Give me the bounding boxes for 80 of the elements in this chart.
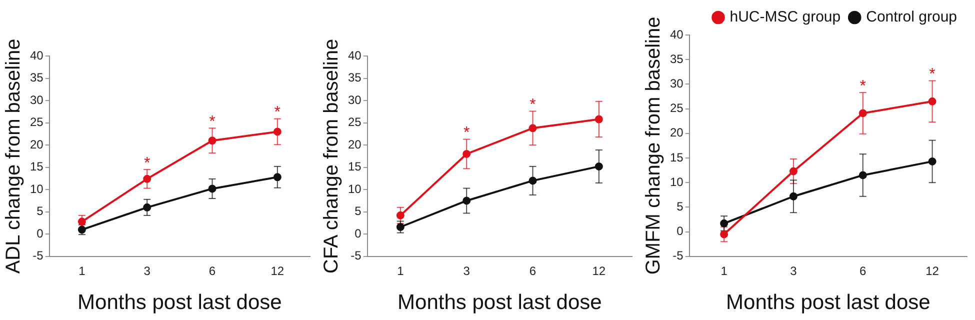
point	[594, 162, 603, 170]
y-tick-label: -5	[672, 248, 684, 263]
annotation: *	[860, 78, 866, 95]
annotation: *	[463, 124, 470, 142]
y-tick-label: 0	[676, 224, 684, 238]
point	[789, 167, 798, 176]
x-axis-title: Months post last dose	[78, 291, 282, 314]
x-tick-label: 6	[529, 264, 536, 278]
x-axis-title: Months post last dose	[398, 291, 602, 314]
point	[462, 196, 471, 205]
point	[528, 176, 537, 185]
y-tick-label: 35	[348, 70, 362, 85]
y-tick-label: 40	[670, 27, 684, 42]
x-tick-label: 6	[208, 264, 216, 278]
y-tick-label: 0	[36, 226, 44, 240]
y-tick-label: -5	[32, 248, 44, 263]
y-tick-label: -5	[350, 248, 362, 263]
x-tick-label: 12	[270, 264, 284, 278]
annotation: *	[274, 104, 281, 122]
annotation: *	[929, 66, 936, 84]
y-tick-label: 20	[670, 126, 684, 140]
y-tick-label: 15	[30, 160, 44, 174]
y-axis-title: ADL change from baseline	[2, 38, 25, 274]
point	[273, 173, 282, 182]
point	[396, 211, 404, 220]
x-tick-label: 6	[860, 264, 867, 278]
y-tick-label: 35	[30, 70, 44, 85]
y-tick-label: 5	[354, 204, 362, 218]
y-tick-label: 5	[676, 200, 684, 214]
y-tick-label: 30	[30, 92, 44, 107]
x-tick-label: 12	[926, 264, 940, 278]
point	[789, 192, 798, 200]
y-tick-label: 15	[348, 160, 362, 174]
y-tick-label: 40	[30, 48, 44, 62]
x-tick-label: 1	[397, 264, 404, 278]
point	[396, 223, 404, 232]
y-tick-label: 10	[348, 182, 362, 196]
y-tick-label: 25	[30, 115, 44, 130]
point	[462, 150, 471, 158]
legend-label: hUC-MSC group	[730, 8, 841, 26]
point	[143, 174, 152, 183]
y-tick-label: 30	[348, 92, 362, 107]
y-tick-label: 20	[30, 137, 44, 152]
x-tick-label: 3	[144, 264, 151, 278]
x-tick-label: 1	[720, 264, 728, 278]
point	[143, 203, 152, 212]
point	[720, 219, 728, 228]
point	[273, 128, 282, 136]
x-tick-label: 12	[592, 264, 606, 278]
x-tick-label: 1	[78, 264, 86, 278]
y-tick-label: 20	[348, 137, 362, 152]
y-axis-title: CFA change from baseline	[320, 38, 343, 274]
point	[208, 184, 216, 193]
x-axis-title: Months post last dose	[726, 291, 930, 314]
y-tick-label: 30	[670, 76, 684, 91]
y-tick-label: 40	[348, 48, 362, 62]
annotation: *	[209, 114, 216, 131]
y-tick-label: 35	[670, 52, 684, 66]
point	[78, 218, 86, 226]
y-tick-label: 10	[670, 174, 684, 189]
y-tick-label: 0	[354, 226, 362, 240]
point	[594, 115, 603, 124]
y-tick-label: 10	[30, 182, 44, 196]
y-tick-label: 5	[36, 204, 44, 218]
point	[208, 136, 216, 145]
y-axis-title: GMFM change from baseline	[642, 16, 665, 275]
point	[928, 157, 936, 166]
legend-label: Control group	[866, 8, 958, 26]
point	[858, 109, 867, 118]
y-tick-label: 25	[670, 101, 684, 116]
point	[858, 171, 867, 180]
point	[720, 230, 728, 238]
y-tick-label: 15	[670, 150, 684, 164]
annotation: *	[530, 96, 536, 114]
x-tick-label: 3	[463, 264, 470, 278]
point	[528, 124, 537, 132]
point	[928, 97, 936, 106]
x-tick-label: 3	[790, 264, 798, 278]
y-tick-label: 25	[348, 115, 362, 130]
annotation: *	[144, 154, 150, 172]
